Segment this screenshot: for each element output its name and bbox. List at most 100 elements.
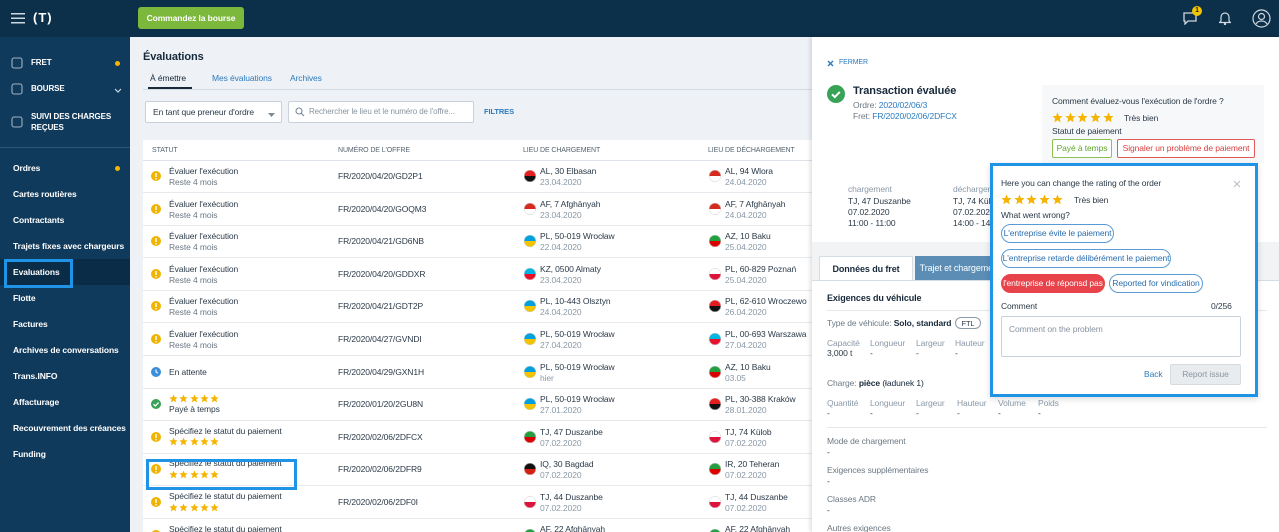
cargo-head: Longueur — [870, 398, 906, 408]
date: 25.04.2020 — [725, 274, 767, 285]
chevron — [114, 86, 122, 93]
status-icon — [151, 431, 161, 442]
date: 07.02.2020 — [725, 437, 767, 448]
tab-active[interactable]: Données du fret — [819, 256, 913, 281]
order-link: 2020/02/06/3 — [878, 100, 928, 110]
offer-number[interactable]: FR/2020/04/21/GDT2P — [338, 301, 424, 312]
offer-number[interactable]: FR/2020/01/20/2GU8N — [338, 399, 424, 410]
flag — [709, 398, 721, 411]
star — [1065, 112, 1076, 123]
remaining: Reste 4 mois — [169, 307, 218, 318]
filters-link[interactable]: FILTRES — [484, 107, 514, 116]
nav-item[interactable]: Archives de conversations — [13, 345, 119, 355]
date: 23.04.2020 — [540, 209, 582, 220]
order-exchange-button[interactable]: Commandez la bourse — [138, 7, 244, 29]
nav-section[interactable]: FRET — [31, 58, 52, 67]
tab[interactable]: Archives — [290, 73, 322, 83]
report-button[interactable]: Report issue — [1170, 364, 1241, 385]
offer-number[interactable]: FR/2020/04/27/GVNDI — [338, 334, 422, 344]
date: 23.04.2020 — [540, 274, 582, 285]
stop-time: 14:00 - 14:00 — [953, 218, 1002, 228]
place: TJ, 44 Duszanbe — [540, 492, 603, 502]
flag — [709, 267, 721, 280]
tab[interactable]: À émettre — [150, 73, 186, 83]
nav-item[interactable]: Evaluations — [13, 267, 60, 277]
search-icon — [295, 107, 305, 117]
flag — [709, 496, 721, 508]
nav-item[interactable]: Ordres — [13, 163, 41, 173]
nav-item[interactable]: Funding — [13, 449, 46, 459]
reason-chip[interactable]: Reported for vindication — [1109, 274, 1203, 293]
offer-number[interactable]: FR/2020/04/20/GD2P1 — [338, 171, 423, 181]
flag — [524, 430, 536, 443]
star — [1052, 194, 1063, 205]
remaining: Reste 4 mois — [169, 209, 218, 220]
nav-item[interactable]: Trans.INFO — [13, 371, 58, 381]
status-dot — [115, 166, 120, 171]
status: Évaluer l'exécution — [169, 231, 239, 242]
offer-number[interactable]: FR/2020/02/06/2DFCX — [338, 431, 423, 442]
flag — [709, 235, 721, 248]
nav-item[interactable]: Contractants — [13, 215, 65, 225]
offer-number[interactable]: FR/2020/04/29/GXN1H — [338, 366, 424, 377]
stop-head: déchargement — [953, 184, 1007, 194]
flag — [709, 365, 721, 378]
status: Évaluer l'exécution — [169, 263, 239, 274]
panel-title: Transaction évaluée — [853, 85, 957, 97]
nav-item[interactable]: Cartes routières — [13, 189, 77, 199]
offer-number[interactable]: FR/2020/02/06/2DF0I — [338, 497, 418, 507]
place: AL, 30 Elbasan — [540, 166, 597, 176]
offer-number[interactable]: FR/2020/04/20/GDDXR — [338, 268, 426, 279]
tab[interactable]: Mes évaluations — [212, 73, 272, 83]
report-payment-button[interactable]: Signaler un problème de paiement — [1117, 139, 1255, 158]
nav-item[interactable]: Trajets fixes avec chargeurs — [13, 241, 125, 251]
offer-number[interactable]: FR/2020/04/20/GOQM3 — [338, 203, 427, 214]
charge-note: (ładunek 1) — [882, 378, 924, 388]
notification-badge: 1 — [1192, 6, 1202, 16]
offer-number[interactable]: FR/2020/02/06/2DFR9 — [338, 464, 422, 475]
nav-item[interactable]: Affacturage — [13, 397, 60, 407]
offer-number[interactable]: FR/2020/04/21/GD6NB — [338, 236, 424, 247]
stop-date: 07.02.2020 — [953, 207, 995, 217]
date: 25.04.2020 — [725, 242, 767, 253]
status: Spécifiez le statut du paiement — [169, 523, 282, 532]
close-link[interactable]: FERMER — [839, 59, 868, 66]
popup-intro: Here you can change the rating of the or… — [1001, 178, 1162, 188]
rating-label: Très bien — [1124, 113, 1159, 123]
place: PL, 60-829 Poznań — [725, 263, 797, 274]
row-border — [143, 355, 812, 356]
paid-button[interactable]: Payé à temps — [1052, 139, 1112, 158]
star — [190, 437, 199, 446]
flag — [524, 496, 536, 508]
reason-chip[interactable]: L'entreprise retarde délibérément le pai… — [1001, 249, 1171, 268]
section-value: - — [827, 505, 830, 515]
spec-value: 3,000 t — [827, 348, 853, 358]
back-link[interactable]: Back — [1144, 369, 1163, 379]
nav-section[interactable]: SUIVI DES CHARGES REÇUES — [31, 112, 112, 132]
flag — [709, 528, 721, 532]
stop-date: 07.02.2020 — [848, 207, 890, 217]
popup-question: What went wrong? — [1001, 210, 1070, 220]
order-label: Ordre: — [853, 100, 877, 110]
sidebar: FRET BOURSE SUIVI DES CHARGES REÇUES Ordres… — [0, 37, 130, 532]
place: PL, 50-019 Wrocław — [540, 394, 615, 405]
place: AZ, 10 Baku — [725, 361, 771, 372]
status: Spécifiez le statut du paiement — [169, 425, 282, 436]
search-input[interactable]: Rechercher le lieu et le numéro de l'off… — [288, 101, 474, 123]
flag — [524, 398, 536, 411]
status: Évaluer l'exécution — [169, 296, 239, 307]
reason-chip[interactable]: L'entreprise évite le paiement — [1001, 224, 1114, 243]
tab-border — [143, 89, 812, 90]
comment-textarea[interactable]: Comment on the problem — [1001, 316, 1241, 357]
nav-item[interactable]: Flotte — [13, 293, 36, 303]
filter-select[interactable]: En tant que preneur d'ordre — [145, 101, 282, 123]
search-placeholder: Rechercher le lieu et le numéro de l'off… — [309, 107, 455, 116]
nav-section[interactable]: BOURSE — [31, 84, 65, 93]
nav-item[interactable]: Recouvrement des créances — [13, 423, 126, 433]
reason-chip[interactable]: l'entreprise de réponsd pas — [1001, 274, 1105, 293]
nav-item[interactable]: Factures — [13, 319, 48, 329]
status-icon — [151, 236, 161, 247]
cargo-head: Volume — [998, 398, 1026, 408]
status-icon — [151, 464, 161, 475]
payment-status: Payé à temps — [169, 404, 220, 415]
